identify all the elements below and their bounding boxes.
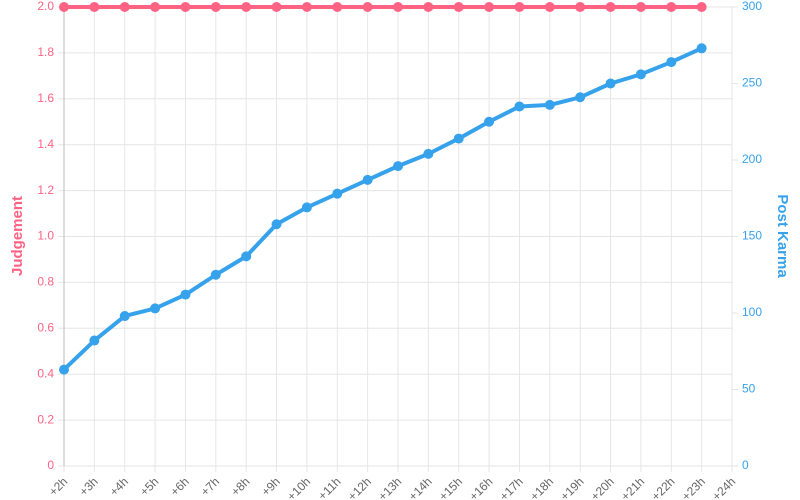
y2-tick-label: 250 xyxy=(742,76,762,90)
point xyxy=(635,2,646,12)
point xyxy=(666,57,677,68)
point xyxy=(484,2,495,12)
point xyxy=(514,2,525,12)
x-tick-label: +17h xyxy=(497,474,526,500)
point xyxy=(89,335,100,346)
point xyxy=(423,2,434,12)
y-tick-label: 0.4 xyxy=(37,366,54,380)
point xyxy=(605,78,616,89)
x-tick-label: +18h xyxy=(527,474,556,500)
x-tick-label: +7h xyxy=(198,474,222,498)
x-tick-label: +20h xyxy=(588,474,617,500)
y2-tick-label: 300 xyxy=(742,0,762,13)
x-tick-label: +2h xyxy=(46,474,70,498)
point xyxy=(393,2,403,12)
y-tick-label: 1.6 xyxy=(37,91,54,105)
x-tick-label: +22h xyxy=(649,474,678,500)
point xyxy=(575,92,586,103)
x-tick-label: +10h xyxy=(284,474,313,500)
point xyxy=(301,202,312,213)
point xyxy=(393,161,403,172)
x-tick-label: +6h xyxy=(168,474,192,498)
y-tick-label: 0.8 xyxy=(37,275,54,289)
y2-tick-label: 50 xyxy=(742,382,756,396)
x-tick-label: +9h xyxy=(259,474,283,498)
x-tick-label: +21h xyxy=(618,474,647,500)
point xyxy=(484,116,495,127)
y-tick-label: 1.4 xyxy=(37,137,54,151)
point xyxy=(271,219,282,230)
point xyxy=(241,251,252,262)
y-tick-label: 2.0 xyxy=(37,0,54,13)
point xyxy=(210,269,221,280)
y-tick-label: 0.6 xyxy=(37,320,54,334)
point xyxy=(575,2,586,12)
point xyxy=(119,2,130,12)
point xyxy=(241,2,252,12)
x-tick-label: +5h xyxy=(137,474,161,498)
x-tick-label: +3h xyxy=(76,474,100,498)
y-tick-label: 0 xyxy=(47,458,54,472)
point xyxy=(666,2,677,12)
y2-tick-label: 0 xyxy=(742,458,749,472)
y-tick-label: 0.2 xyxy=(37,412,54,426)
point xyxy=(210,2,221,12)
point xyxy=(635,69,646,80)
y2-tick-label: 150 xyxy=(742,229,762,243)
x-tick-label: +16h xyxy=(466,474,495,500)
point xyxy=(59,2,69,12)
y-tick-label: 1.8 xyxy=(37,45,54,59)
point xyxy=(696,43,707,54)
y-axis-title: Judgement xyxy=(9,196,26,276)
point xyxy=(332,2,343,12)
point xyxy=(696,2,707,12)
y2-axis-title: Post Karma xyxy=(774,194,791,278)
y-tick-label: 1.2 xyxy=(37,183,54,197)
x-tick-label: +11h xyxy=(315,474,343,500)
point xyxy=(59,364,69,375)
x-tick-label: +14h xyxy=(406,474,435,500)
point xyxy=(301,2,312,12)
x-tick-label: +13h xyxy=(375,474,404,500)
point xyxy=(150,303,161,314)
point xyxy=(362,174,373,185)
point xyxy=(89,2,100,12)
x-tick-label: +19h xyxy=(558,474,587,500)
x-tick-label: +15h xyxy=(436,474,465,500)
point xyxy=(514,101,525,112)
line xyxy=(62,46,703,372)
point xyxy=(453,2,464,12)
point xyxy=(271,2,282,12)
point xyxy=(150,2,161,12)
x-tick-label: +4h xyxy=(107,474,131,498)
point xyxy=(362,2,373,12)
point xyxy=(180,289,191,300)
x-tick-label: +23h xyxy=(679,474,708,500)
x-tick-label: +8h xyxy=(228,474,252,498)
y2-tick-label: 200 xyxy=(742,152,762,166)
x-tick-label: +24h xyxy=(709,474,738,500)
point xyxy=(423,148,434,159)
point xyxy=(453,133,464,144)
point xyxy=(180,2,191,12)
point xyxy=(332,188,343,199)
point xyxy=(119,311,130,322)
point xyxy=(544,99,555,110)
point xyxy=(605,2,616,12)
y-tick-label: 1.0 xyxy=(37,229,54,243)
x-tick-label: +12h xyxy=(345,474,374,500)
point xyxy=(544,2,555,12)
y2-tick-label: 100 xyxy=(742,305,762,319)
